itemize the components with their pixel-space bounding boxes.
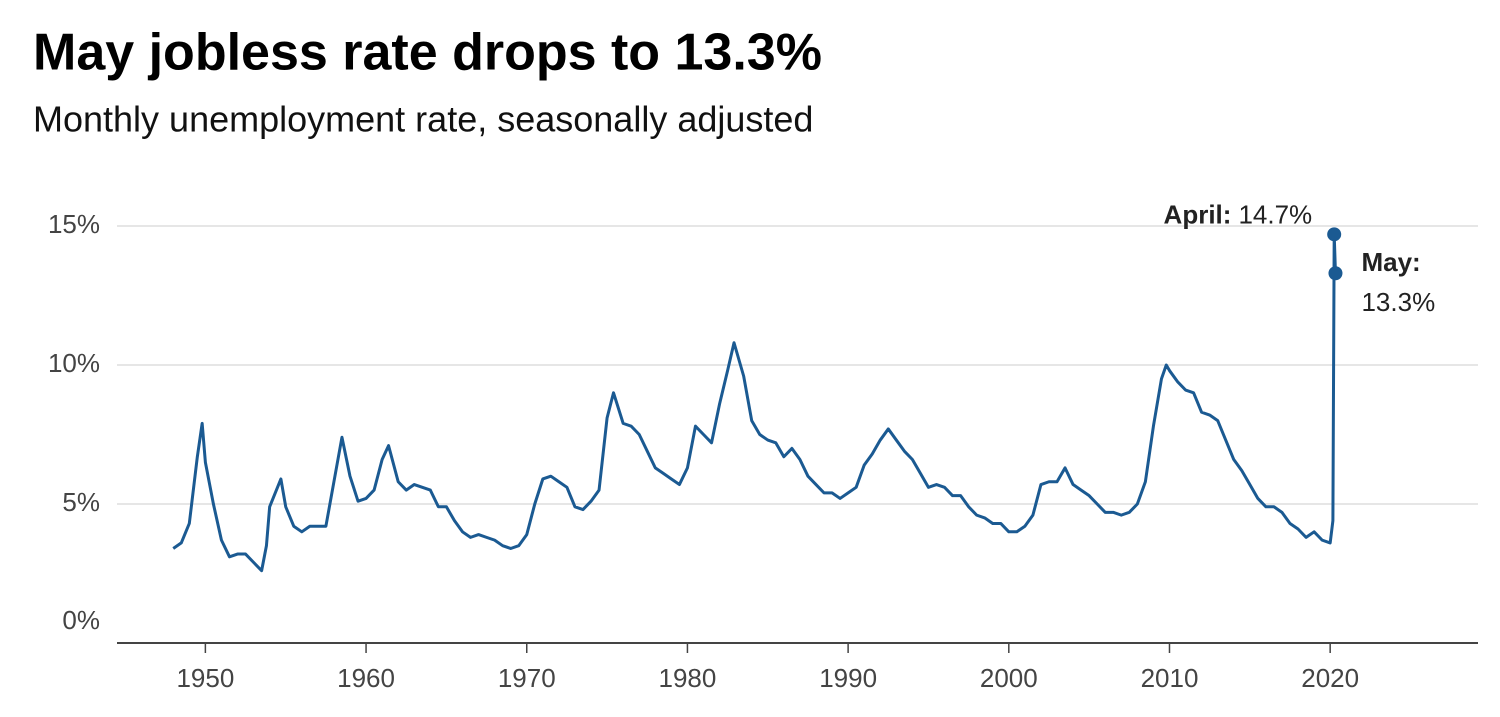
x-tick-label: 1960	[337, 663, 395, 693]
y-tick-label: 10%	[48, 348, 100, 378]
annotation-value: 14.7%	[1238, 199, 1312, 229]
x-tick-label: 1990	[819, 663, 877, 693]
point	[1327, 227, 1342, 242]
y-tick-label: 0%	[62, 605, 100, 635]
line	[172, 232, 1337, 573]
x-tick-label: 1970	[498, 663, 556, 693]
point	[1328, 266, 1343, 281]
x-tick-label: 1980	[659, 663, 717, 693]
y-tick-label: 15%	[48, 209, 100, 239]
annotation-label: April:	[1164, 199, 1232, 229]
chart-subtitle: Monthly unemployment rate, seasonally ad…	[33, 99, 813, 140]
chart-title: May jobless rate drops to 13.3%	[33, 24, 822, 82]
x-tick-label: 1950	[176, 663, 234, 693]
x-tick-label: 2020	[1301, 663, 1359, 693]
annotation: April: 14.7%	[1164, 199, 1313, 229]
x-tick-label: 2000	[980, 663, 1038, 693]
annotation-label: May:	[1361, 247, 1420, 277]
x-tick-label: 2010	[1141, 663, 1199, 693]
y-tick-label: 5%	[62, 487, 100, 517]
annotation-value: 13.3%	[1361, 287, 1435, 317]
